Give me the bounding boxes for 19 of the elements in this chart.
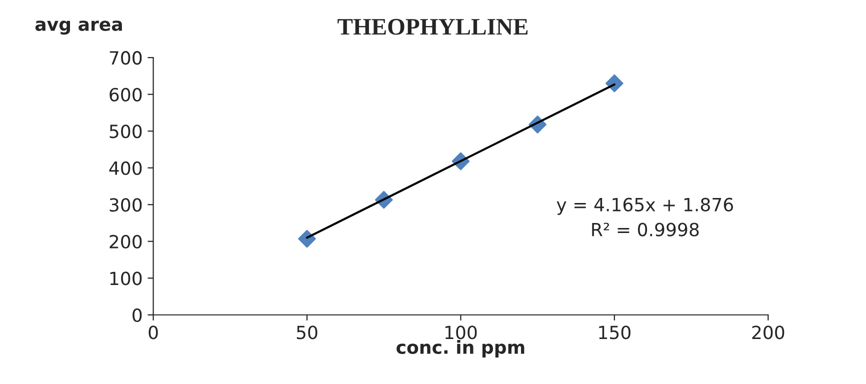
y-tick-label: 0 — [132, 308, 142, 322]
y-tick-label: 700 — [110, 51, 142, 65]
x-tick-label: 100 — [445, 326, 477, 340]
y-tick-label: 400 — [109, 161, 142, 175]
point — [606, 74, 624, 92]
y-tick-label: 200 — [110, 234, 142, 248]
x-tick-label: 200 — [752, 326, 784, 340]
x-tick-label: 50 — [296, 326, 318, 340]
y-tick-label: 600 — [110, 88, 142, 102]
chart-title: THEOPHYLLINE — [338, 18, 528, 35]
y-tick-label: 500 — [110, 124, 142, 138]
x-axis-title: conc. in ppm — [396, 340, 524, 358]
y-tick-label: 100 — [110, 272, 142, 286]
annotation: R² = 0.9998 — [592, 222, 699, 236]
annotation: y = 4.165x + 1.876 — [556, 198, 734, 215]
y-axis-title: avg area — [35, 20, 122, 35]
x-tick-label: 150 — [599, 326, 630, 340]
y-tick-label: 300 — [110, 198, 142, 212]
x-tick-label: 0 — [148, 326, 158, 340]
